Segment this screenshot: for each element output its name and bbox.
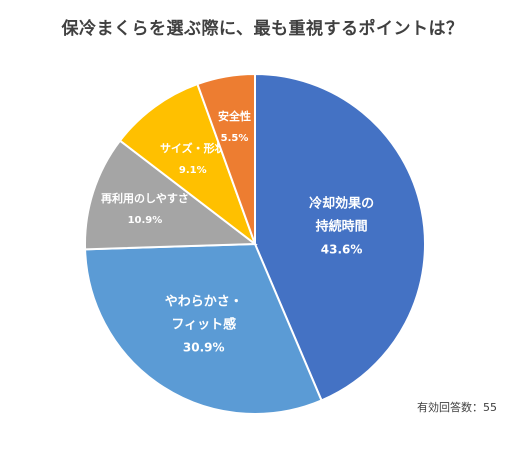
slice-label-group: 再利用のしやすさ 10.9% [101, 191, 189, 226]
slice-value-label: 5.5% [221, 133, 249, 144]
pie-slice [84, 139, 258, 251]
slice-category-label: 再利用のしやすさ [101, 191, 189, 205]
pie-slice [196, 72, 256, 245]
slice-value-label: 9.1% [179, 165, 207, 176]
slice-value-label: 10.9% [128, 215, 163, 226]
slice-label-group: サイズ・形状 9.1% [160, 141, 227, 176]
slice-label-group: 安全性 5.5% [218, 109, 251, 144]
slice-category-label: 安全性 [218, 109, 251, 123]
chart-title: 保冷まくらを選ぶ際に、最も重視するポイントは？ [61, 19, 464, 39]
pie-slice [84, 242, 323, 415]
slice-label-group: やわらかさ・フィット感 30.9% [165, 295, 243, 355]
response-count-note: 有効回答数：55 [417, 401, 497, 414]
slice-category-label: フィット感 [171, 317, 236, 333]
slice-category-label: 持続時間 [316, 219, 368, 235]
slice-category-label: サイズ・形状 [160, 141, 227, 155]
pie-slice [118, 82, 258, 247]
pie-slice [254, 72, 426, 402]
slice-category-label: 冷却効果の [309, 196, 374, 212]
slice-value-label: 30.9% [183, 341, 225, 355]
slice-category-label: やわらかさ・ [165, 295, 243, 310]
slice-value-label: 43.6% [321, 243, 363, 257]
